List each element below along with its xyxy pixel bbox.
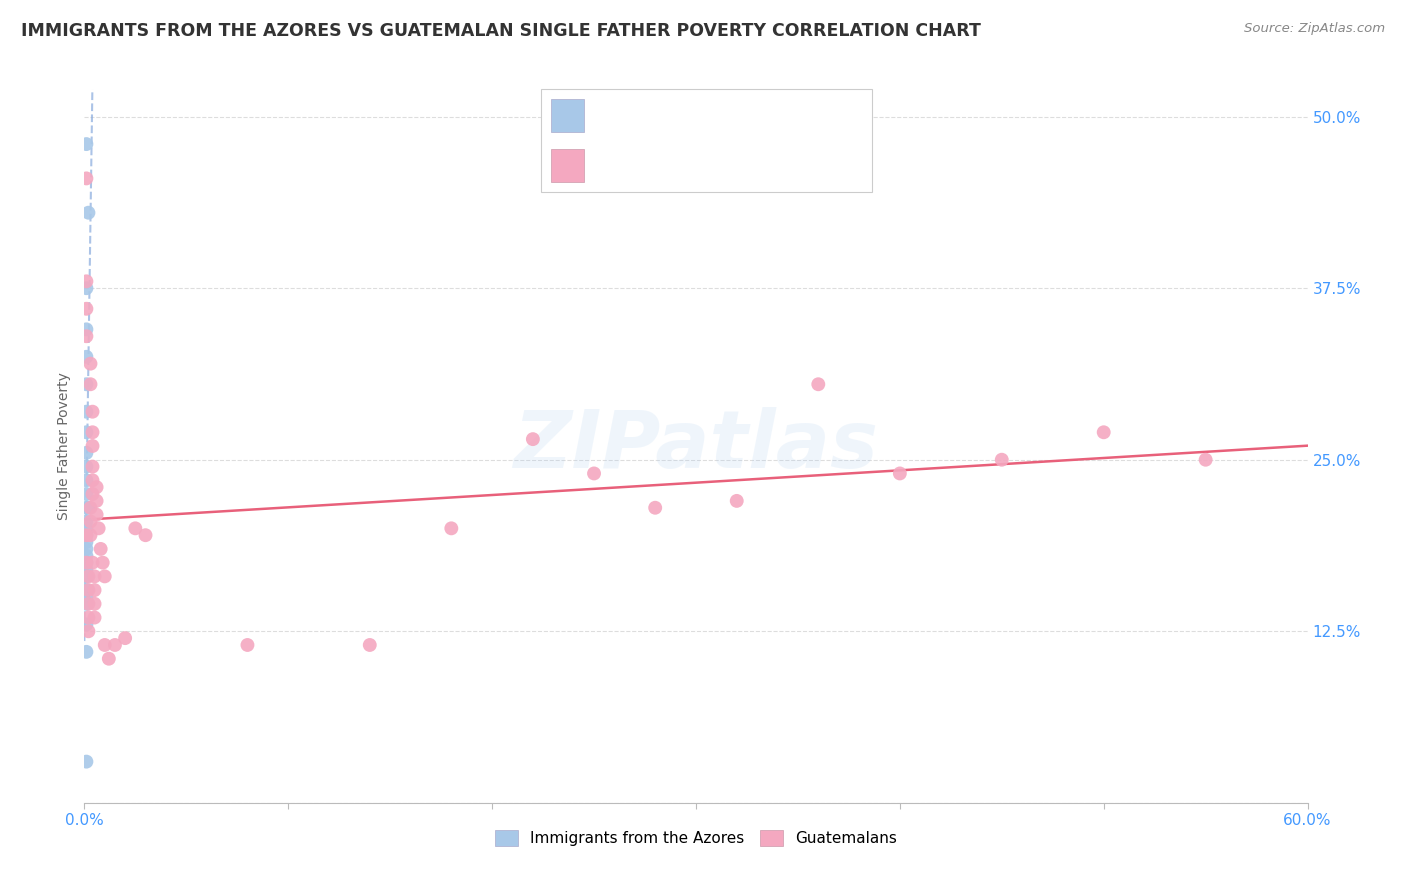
Point [79,500,101,515]
Point [75,459,97,474]
Point [91,556,114,570]
Point [86,508,108,522]
Point [104,638,127,652]
Point [79,377,101,392]
Point [359,638,381,652]
Point [82,459,104,474]
Point [75,425,97,440]
Text: 29: 29 [793,107,814,125]
Point [75,405,97,419]
Point [75,301,97,316]
Point [75,329,97,343]
Point [93,638,115,652]
Point [77,583,100,598]
FancyBboxPatch shape [541,89,872,192]
Point [75,350,97,364]
Point [83,597,105,611]
Point [75,562,97,576]
Point [114,631,136,645]
Point [124,521,146,535]
Text: N =: N = [740,107,776,125]
Point [1092,425,1115,440]
Point [83,583,105,598]
Point [77,500,100,515]
Point [97,651,120,665]
Point [75,755,97,769]
Point [522,432,544,446]
Point [86,494,108,508]
Point [77,597,100,611]
Point [82,425,104,440]
Point [79,357,101,371]
Point [75,137,97,152]
Point [75,583,97,598]
Point [75,528,97,542]
Point [75,528,97,542]
Point [583,467,606,481]
Point [90,541,112,556]
Point [889,467,911,481]
Text: 0.121: 0.121 [657,107,704,125]
Point [135,528,157,542]
Point [75,322,97,336]
Point [75,274,97,288]
Point [644,500,666,515]
Text: Source: ZipAtlas.com: Source: ZipAtlas.com [1244,22,1385,36]
Text: R =: R = [598,156,634,174]
Point [75,446,97,460]
Text: 0.160: 0.160 [657,156,704,174]
Point [77,569,100,583]
Point [75,541,97,556]
Point [75,487,97,501]
Point [82,556,104,570]
Point [82,473,104,487]
Point [87,521,110,535]
Point [75,645,97,659]
Point [440,521,463,535]
Y-axis label: Single Father Poverty: Single Father Poverty [58,372,72,520]
Point [75,556,97,570]
Point [75,473,97,487]
Bar [551,149,585,181]
Point [991,452,1014,467]
Point [807,377,830,392]
Text: IMMIGRANTS FROM THE AZORES VS GUATEMALAN SINGLE FATHER POVERTY CORRELATION CHART: IMMIGRANTS FROM THE AZORES VS GUATEMALAN… [21,22,981,40]
Text: N =: N = [740,156,776,174]
Point [79,528,101,542]
Point [75,556,97,570]
Point [83,610,105,624]
Point [75,521,97,535]
Point [725,494,748,508]
Text: 52: 52 [793,156,814,174]
Point [75,500,97,515]
Bar [551,99,585,132]
Point [1195,452,1218,467]
Point [236,638,259,652]
Point [75,617,97,632]
Point [79,515,101,529]
Point [77,610,100,624]
Point [75,515,97,529]
Point [75,549,97,563]
Point [77,205,100,219]
Point [77,624,100,639]
Point [75,535,97,549]
Point [75,597,97,611]
Point [75,171,97,186]
Point [75,569,97,583]
Point [82,439,104,453]
Point [75,281,97,295]
Text: R =: R = [598,107,634,125]
Point [75,590,97,604]
Legend: Immigrants from the Azores, Guatemalans: Immigrants from the Azores, Guatemalans [489,824,903,852]
Point [82,405,104,419]
Point [86,480,108,494]
Point [83,569,105,583]
Text: ZIPatlas: ZIPatlas [513,407,879,485]
Point [82,487,104,501]
Point [75,377,97,392]
Point [93,569,115,583]
